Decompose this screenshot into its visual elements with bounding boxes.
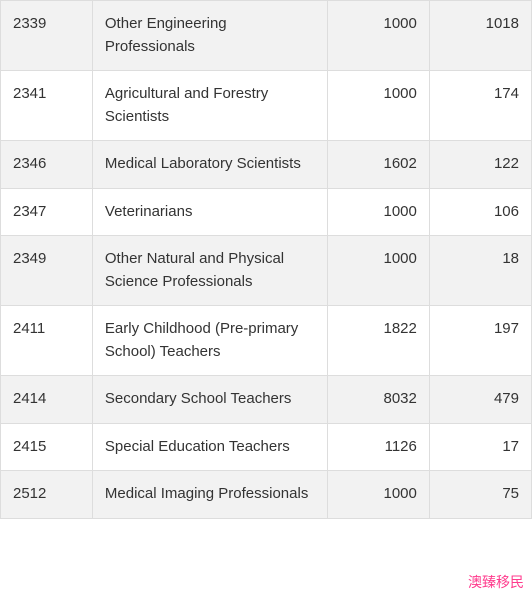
cell-occupation: Early Childhood (Pre-primary School) Tea… bbox=[92, 306, 327, 376]
cell-count: 75 bbox=[429, 471, 531, 519]
cell-ceiling: 1822 bbox=[327, 306, 429, 376]
table-row: 2339Other Engineering Professionals10001… bbox=[1, 1, 532, 71]
cell-ceiling: 1000 bbox=[327, 236, 429, 306]
cell-ceiling: 1126 bbox=[327, 423, 429, 471]
cell-code: 2339 bbox=[1, 1, 93, 71]
cell-occupation: Agricultural and Forestry Scientists bbox=[92, 71, 327, 141]
cell-code: 2411 bbox=[1, 306, 93, 376]
cell-count: 1018 bbox=[429, 1, 531, 71]
cell-ceiling: 1000 bbox=[327, 188, 429, 236]
cell-occupation: Other Engineering Professionals bbox=[92, 1, 327, 71]
table-row: 2411Early Childhood (Pre-primary School)… bbox=[1, 306, 532, 376]
cell-code: 2347 bbox=[1, 188, 93, 236]
table-row: 2415Special Education Teachers112617 bbox=[1, 423, 532, 471]
occupation-table: 2339Other Engineering Professionals10001… bbox=[0, 0, 532, 519]
cell-ceiling: 1000 bbox=[327, 71, 429, 141]
cell-count: 122 bbox=[429, 141, 531, 189]
cell-count: 479 bbox=[429, 376, 531, 424]
cell-occupation: Medical Imaging Professionals bbox=[92, 471, 327, 519]
cell-ceiling: 1000 bbox=[327, 1, 429, 71]
table-row: 2349Other Natural and Physical Science P… bbox=[1, 236, 532, 306]
cell-count: 106 bbox=[429, 188, 531, 236]
cell-occupation: Medical Laboratory Scientists bbox=[92, 141, 327, 189]
cell-code: 2512 bbox=[1, 471, 93, 519]
cell-occupation: Veterinarians bbox=[92, 188, 327, 236]
table-row: 2341Agricultural and Forestry Scientists… bbox=[1, 71, 532, 141]
cell-count: 197 bbox=[429, 306, 531, 376]
cell-code: 2346 bbox=[1, 141, 93, 189]
cell-count: 18 bbox=[429, 236, 531, 306]
watermark-text: 澳臻移民 bbox=[468, 572, 524, 592]
table-row: 2346Medical Laboratory Scientists1602122 bbox=[1, 141, 532, 189]
cell-code: 2414 bbox=[1, 376, 93, 424]
cell-ceiling: 1602 bbox=[327, 141, 429, 189]
cell-code: 2415 bbox=[1, 423, 93, 471]
cell-count: 174 bbox=[429, 71, 531, 141]
cell-code: 2349 bbox=[1, 236, 93, 306]
cell-occupation: Secondary School Teachers bbox=[92, 376, 327, 424]
cell-count: 17 bbox=[429, 423, 531, 471]
cell-occupation: Other Natural and Physical Science Profe… bbox=[92, 236, 327, 306]
table-row: 2347Veterinarians1000106 bbox=[1, 188, 532, 236]
table-row: 2512Medical Imaging Professionals100075 bbox=[1, 471, 532, 519]
cell-code: 2341 bbox=[1, 71, 93, 141]
cell-ceiling: 8032 bbox=[327, 376, 429, 424]
cell-occupation: Special Education Teachers bbox=[92, 423, 327, 471]
cell-ceiling: 1000 bbox=[327, 471, 429, 519]
table-row: 2414Secondary School Teachers8032479 bbox=[1, 376, 532, 424]
